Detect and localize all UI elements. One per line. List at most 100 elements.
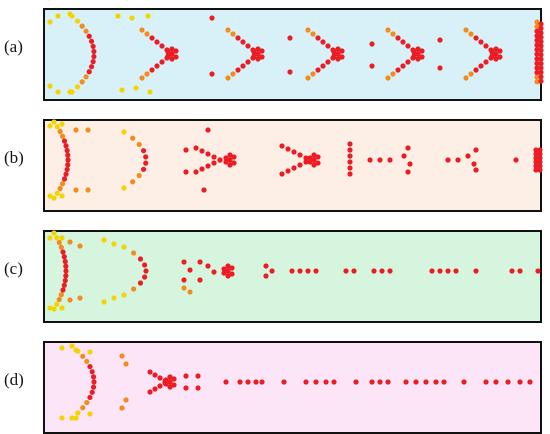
particle-a bbox=[400, 63, 406, 69]
particle-d bbox=[385, 379, 391, 385]
particle-d bbox=[183, 373, 189, 379]
panel-c bbox=[43, 230, 542, 323]
particle-b bbox=[205, 151, 211, 157]
particle-d bbox=[323, 379, 329, 385]
particle-d bbox=[461, 379, 467, 385]
particle-a bbox=[534, 70, 540, 76]
particle-a bbox=[415, 56, 421, 62]
particle-a bbox=[468, 31, 474, 37]
particle-a bbox=[149, 67, 155, 73]
particle-d bbox=[377, 379, 383, 385]
particle-b bbox=[199, 148, 205, 154]
particle-a bbox=[169, 56, 175, 62]
panel-d bbox=[43, 341, 542, 434]
particle-d bbox=[331, 379, 337, 385]
particle-b bbox=[47, 123, 53, 129]
particle-b bbox=[303, 159, 309, 165]
particle-c bbox=[63, 268, 69, 274]
particle-b bbox=[63, 143, 69, 149]
particle-b bbox=[285, 168, 291, 174]
particle-a bbox=[90, 59, 96, 65]
particle-b bbox=[64, 147, 70, 154]
particle-d bbox=[84, 358, 90, 365]
particle-a bbox=[385, 75, 391, 81]
particle-b bbox=[285, 146, 291, 152]
particle-c bbox=[205, 263, 211, 269]
particle-c bbox=[54, 301, 60, 307]
particle-c bbox=[59, 235, 65, 241]
particle-c bbox=[387, 268, 393, 274]
particle-b bbox=[130, 179, 136, 185]
particle-d bbox=[441, 379, 447, 385]
particle-a bbox=[335, 51, 341, 57]
particle-b bbox=[199, 166, 205, 172]
particle-d bbox=[195, 385, 201, 391]
particle-a bbox=[325, 43, 331, 49]
particle-a bbox=[305, 75, 311, 81]
particle-b bbox=[347, 153, 353, 159]
particle-d bbox=[195, 373, 201, 379]
particle-d bbox=[59, 415, 65, 421]
particle-b bbox=[130, 135, 136, 141]
particle-d bbox=[123, 361, 129, 367]
particle-c bbox=[305, 268, 311, 274]
particle-a bbox=[91, 48, 97, 55]
particle-a bbox=[165, 53, 171, 59]
particle-b bbox=[227, 152, 233, 158]
particle-b bbox=[303, 155, 309, 161]
particle-a bbox=[83, 28, 89, 34]
particle-b bbox=[537, 151, 543, 157]
particle-a bbox=[55, 13, 61, 19]
particle-b bbox=[51, 119, 57, 125]
particle-a bbox=[538, 74, 544, 80]
particle-d bbox=[167, 384, 173, 390]
particle-a bbox=[255, 56, 261, 62]
particle-c bbox=[58, 244, 64, 250]
particle-a bbox=[115, 13, 121, 19]
particle-c bbox=[429, 268, 435, 274]
particle-c bbox=[131, 286, 137, 292]
particle-a bbox=[240, 63, 246, 69]
particle-c bbox=[197, 277, 203, 283]
particle-a bbox=[534, 42, 540, 48]
particle-b bbox=[347, 147, 353, 153]
particle-b bbox=[473, 167, 479, 173]
particle-c bbox=[101, 237, 107, 243]
particle-b bbox=[136, 141, 142, 148]
particle-d bbox=[89, 389, 95, 395]
particle-c bbox=[62, 258, 68, 265]
particle-a bbox=[395, 35, 401, 41]
particle-c bbox=[56, 296, 62, 303]
particle-c bbox=[77, 295, 83, 301]
particle-a bbox=[538, 52, 544, 58]
particle-c bbox=[343, 268, 349, 274]
particle-b bbox=[65, 162, 71, 168]
particle-c bbox=[142, 274, 148, 280]
particle-d bbox=[69, 343, 75, 349]
particle-a bbox=[534, 56, 540, 62]
particle-d bbox=[90, 384, 97, 390]
particle-c bbox=[221, 270, 227, 276]
particle-b bbox=[143, 154, 149, 160]
particle-b bbox=[51, 195, 57, 201]
particle-c bbox=[137, 280, 144, 286]
particle-a bbox=[534, 65, 540, 71]
particle-a bbox=[119, 87, 125, 93]
particle-a bbox=[173, 54, 179, 60]
particle-d bbox=[517, 379, 523, 385]
particle-b bbox=[231, 160, 237, 166]
particle-c bbox=[47, 305, 53, 311]
particle-a bbox=[259, 54, 265, 60]
particle-d bbox=[281, 379, 287, 385]
panel-label-c: (c) bbox=[4, 259, 23, 278]
particle-a bbox=[139, 27, 145, 33]
particle-b bbox=[193, 145, 199, 151]
particle-a bbox=[315, 35, 321, 41]
particle-b bbox=[193, 169, 199, 175]
particle-a bbox=[411, 53, 417, 59]
particle-b bbox=[63, 171, 69, 177]
particle-a bbox=[225, 75, 231, 81]
particle-a bbox=[497, 48, 503, 54]
particle-a bbox=[437, 37, 443, 43]
particle-a bbox=[534, 24, 540, 30]
